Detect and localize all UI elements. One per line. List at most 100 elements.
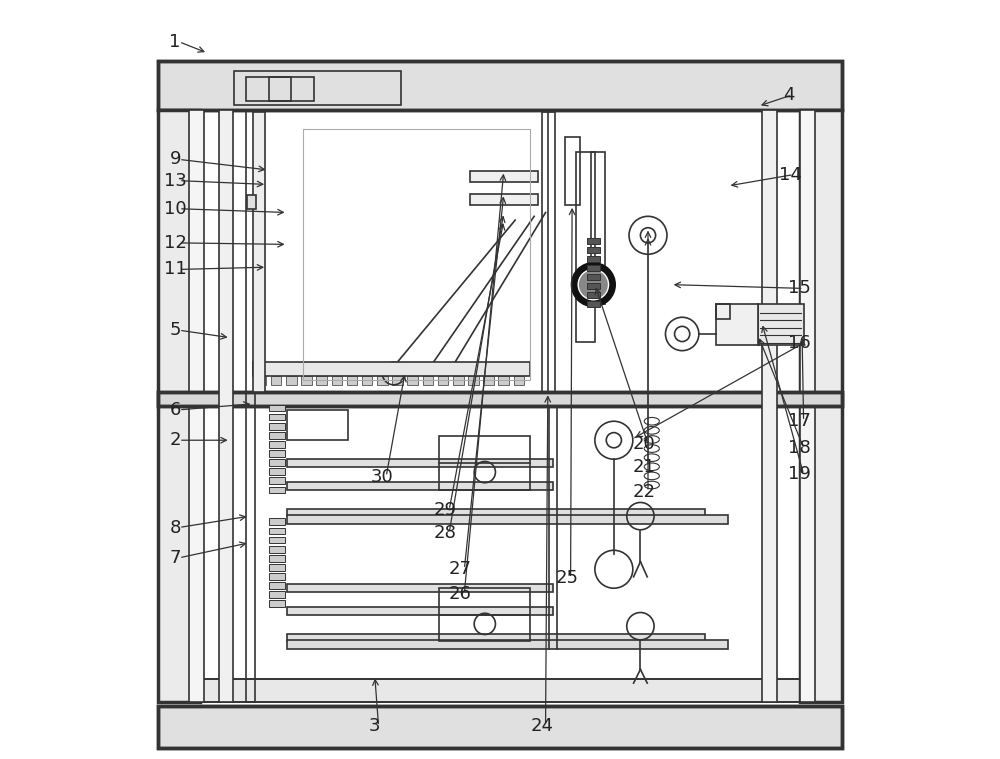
Bar [158,61,842,110]
Bar [158,706,842,748]
Bar [269,450,285,457]
Circle shape [572,263,615,306]
Bar [514,376,524,385]
Text: 11: 11 [164,260,187,279]
Bar [269,432,285,439]
Bar [316,376,327,385]
Bar [439,588,530,641]
Bar [253,362,261,372]
Text: 8: 8 [169,518,181,537]
Bar [269,546,285,553]
Bar [587,292,600,298]
Bar [269,77,314,101]
Text: 15: 15 [788,279,811,298]
Bar [423,376,433,385]
Text: 9: 9 [169,150,181,168]
Bar [377,376,388,385]
Bar [453,376,464,385]
Text: 3: 3 [369,717,381,735]
Bar [587,274,600,280]
Text: 5: 5 [169,321,181,339]
Bar [483,376,494,385]
Bar [287,410,348,440]
Bar [303,129,530,380]
Bar [576,152,595,342]
Text: 12: 12 [164,234,187,252]
Bar [287,584,553,592]
Bar [498,376,509,385]
Bar [196,679,804,702]
Text: 14: 14 [779,165,801,184]
Bar [269,459,285,466]
Bar [542,112,555,392]
Bar [287,640,728,649]
Bar [219,110,233,702]
Bar [470,171,538,182]
Bar [269,582,285,589]
Bar [269,555,285,562]
Text: 24: 24 [530,717,553,735]
Bar [287,459,553,467]
Bar [269,414,285,420]
Text: 28: 28 [434,524,457,542]
Bar [287,607,553,615]
Bar [286,376,297,385]
Bar [587,238,600,244]
Circle shape [578,269,609,300]
Bar [158,61,842,110]
Bar [269,487,285,493]
Text: 27: 27 [449,560,472,578]
Bar [158,706,842,748]
Bar [587,247,600,253]
Bar [271,376,281,385]
Bar [287,509,705,516]
Bar [587,256,600,262]
Bar [269,600,285,607]
Bar [246,77,291,101]
Text: 30: 30 [371,468,394,486]
Bar [269,518,285,525]
Bar [269,528,285,534]
Text: 2: 2 [169,431,181,449]
Text: 7: 7 [169,549,181,567]
Text: 16: 16 [788,334,811,352]
Bar [269,591,285,598]
Bar [269,423,285,430]
Text: 4: 4 [783,86,794,104]
Text: 21: 21 [633,458,656,476]
Bar [269,468,285,475]
Bar [438,376,448,385]
Text: 17: 17 [788,412,811,430]
Bar [269,564,285,571]
Text: 6: 6 [169,401,181,419]
Bar [158,392,842,406]
Text: 13: 13 [164,172,187,190]
Bar [269,477,285,484]
Bar [269,573,285,580]
Bar [587,283,600,289]
Bar [253,112,265,392]
Text: 20: 20 [633,435,656,453]
Bar [716,304,758,345]
Bar [196,679,804,702]
Bar [301,376,312,385]
Bar [246,110,255,702]
Bar [269,441,285,448]
Bar [158,110,200,702]
Bar [287,515,728,524]
Bar [470,194,538,205]
Bar [800,110,815,702]
Bar [269,537,285,543]
Bar [762,110,777,702]
Text: 19: 19 [788,465,811,483]
Text: 25: 25 [555,569,578,587]
Bar [716,304,730,319]
Bar [407,376,418,385]
Text: 22: 22 [633,483,656,501]
Bar [189,110,204,702]
Bar [758,304,804,345]
Bar [158,392,842,406]
Bar [362,376,372,385]
Text: 18: 18 [788,439,811,457]
Bar [347,376,357,385]
